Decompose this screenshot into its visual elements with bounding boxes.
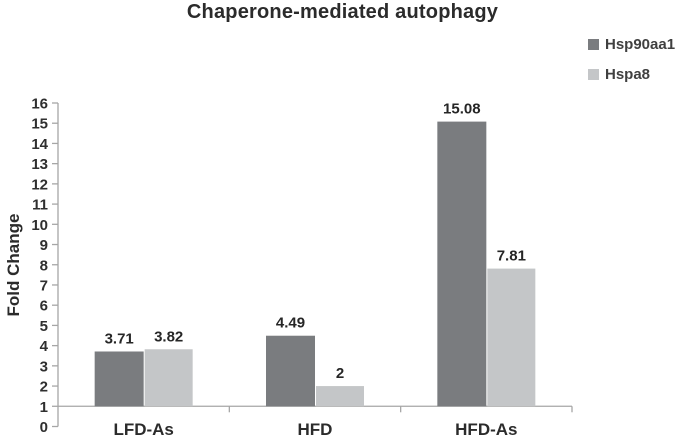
bar-value-label: 4.49 [276,315,305,332]
y-axis-title: Fold Change [4,214,23,317]
y-tick-label: 9 [40,237,48,254]
legend-label-hspa8: Hspa8 [605,66,651,83]
legend-swatch-hspa8-icon [588,69,599,80]
legend-item-hsp90aa1: Hsp90aa1 [588,36,675,53]
x-axis-category-label: HFD [298,420,333,439]
y-tick-label: 10 [31,217,48,234]
bar-value-label: 15.08 [443,101,481,118]
y-tick-label: 0 [40,419,48,436]
y-tick-label: 2 [40,379,48,396]
bar-value-label: 2 [336,365,344,382]
y-tick-label: 8 [40,257,48,274]
y-tick-label: 7 [40,277,48,294]
bar-value-label: 3.82 [154,328,183,345]
bar-hspa8-lfd-as [144,349,193,407]
bar-hsp90aa1-hfd-as [437,121,487,407]
bar-hsp90aa1-hfd [266,335,315,407]
y-tick-label: 15 [31,116,48,133]
y-tick-label: 5 [40,318,48,335]
y-tick-label: 4 [40,338,49,355]
legend: Hsp90aa1 Hspa8 [588,36,675,96]
x-axis-category-label: HFD-As [455,420,517,439]
bar-value-label: 7.81 [497,248,526,265]
y-tick-label: 13 [31,156,48,173]
y-tick-label: 1 [40,399,48,416]
y-tick-label: 11 [32,197,48,214]
legend-item-hspa8: Hspa8 [588,66,675,83]
bar-hspa8-hfd-as [487,268,536,407]
y-tick-label: 14 [31,136,48,153]
chart-title: Chaperone-mediated autophagy [186,1,499,23]
bar-hsp90aa1-lfd-as [94,351,144,407]
legend-swatch-hsp90aa1-icon [588,39,599,50]
y-tick-label: 12 [31,176,48,193]
y-tick-label: 6 [40,298,48,315]
y-tick-label: 3 [40,358,48,375]
bar-hspa8-hfd [316,386,364,407]
legend-label-hsp90aa1: Hsp90aa1 [605,36,676,53]
y-tick-label: 16 [31,96,48,113]
bar-value-label: 3.71 [105,330,134,347]
x-axis-category-label: LFD-As [113,420,173,439]
